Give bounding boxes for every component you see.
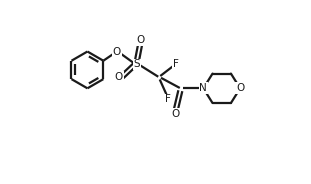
Text: N: N — [199, 83, 207, 93]
Text: O: O — [172, 109, 180, 119]
Text: O: O — [114, 72, 123, 82]
Text: N: N — [199, 83, 207, 93]
Text: O: O — [236, 83, 244, 93]
Text: S: S — [134, 59, 140, 69]
Text: O: O — [113, 47, 121, 56]
Text: F: F — [173, 59, 179, 69]
Text: F: F — [165, 94, 171, 104]
Text: O: O — [137, 36, 145, 45]
